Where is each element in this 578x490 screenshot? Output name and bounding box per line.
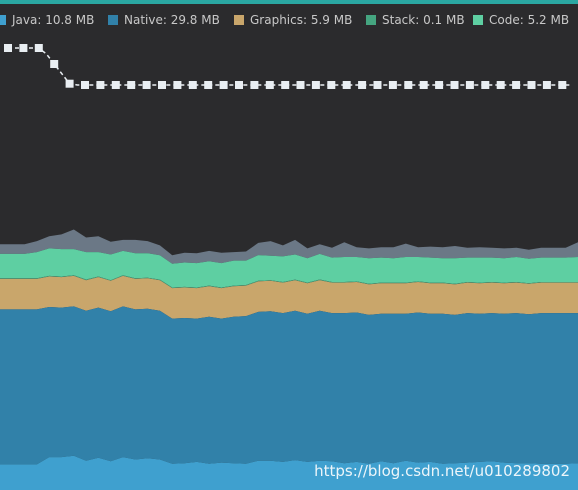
gc-event-marker[interactable] xyxy=(512,81,521,89)
gc-event-marker[interactable] xyxy=(481,81,490,89)
legend-java-swatch xyxy=(0,15,6,25)
gc-event-marker[interactable] xyxy=(219,81,228,89)
legend-java[interactable]: Java: 10.8 MB xyxy=(0,13,94,27)
gc-event-marker[interactable] xyxy=(496,81,505,89)
area-others xyxy=(0,229,578,264)
chart-legend: Java: 10.8 MB Native: 29.8 MB Graphics: … xyxy=(0,13,578,33)
legend-native[interactable]: Native: 29.8 MB xyxy=(108,13,220,27)
area-code xyxy=(0,248,578,288)
gc-event-marker[interactable] xyxy=(127,81,136,89)
legend-code-swatch xyxy=(473,15,483,25)
legend-code-label: Code: 5.2 MB xyxy=(489,13,570,27)
area-stack xyxy=(0,275,578,289)
gc-event-marker[interactable] xyxy=(558,81,567,89)
legend-native-label: Native: 29.8 MB xyxy=(124,13,220,27)
gc-event-marker[interactable] xyxy=(173,81,182,89)
gc-event-marker[interactable] xyxy=(111,81,120,89)
gc-event-marker[interactable] xyxy=(142,81,151,89)
gc-event-marker[interactable] xyxy=(235,81,243,89)
watermark-text: https://blog.csdn.net/u010289802 xyxy=(314,462,570,480)
legend-stack-swatch xyxy=(366,15,376,25)
legend-graphics-swatch xyxy=(234,15,244,25)
gc-event-marker[interactable] xyxy=(542,81,551,89)
legend-graphics-label: Graphics: 5.9 MB xyxy=(250,13,353,27)
gc-event-marker[interactable] xyxy=(311,81,320,89)
legend-java-label: Java: 10.8 MB xyxy=(12,13,95,27)
gc-event-marker[interactable] xyxy=(34,44,43,52)
gc-event-marker[interactable] xyxy=(50,60,59,68)
gc-event-marker[interactable] xyxy=(404,81,413,89)
gc-event-marker[interactable] xyxy=(19,44,28,52)
gc-event-marker[interactable] xyxy=(419,81,428,89)
gc-event-marker[interactable] xyxy=(358,81,367,89)
gc-event-marker[interactable] xyxy=(296,81,305,89)
gc-event-marker[interactable] xyxy=(281,81,290,89)
gc-event-marker[interactable] xyxy=(250,81,259,89)
gc-event-marker[interactable] xyxy=(450,81,459,89)
legend-native-swatch xyxy=(108,15,118,25)
gc-event-marker[interactable] xyxy=(65,79,74,88)
top-accent-bar xyxy=(0,0,578,4)
gc-event-marker[interactable] xyxy=(527,81,536,89)
area-java xyxy=(0,455,578,490)
gc-dashed-line xyxy=(8,47,570,86)
area-native xyxy=(0,306,578,465)
gc-event-marker[interactable] xyxy=(342,81,351,89)
gc-event-marker[interactable] xyxy=(81,81,89,89)
gc-event-marker[interactable] xyxy=(435,81,444,89)
gc-event-marker[interactable] xyxy=(388,81,397,89)
legend-code[interactable]: Code: 5.2 MB xyxy=(473,13,569,27)
legend-stack[interactable]: Stack: 0.1 MB xyxy=(366,13,465,27)
area-graphics xyxy=(0,275,578,319)
legend-stack-label: Stack: 0.1 MB xyxy=(382,13,465,27)
gc-event-marker[interactable] xyxy=(4,44,12,52)
gc-event-marker[interactable] xyxy=(158,81,166,89)
gc-event-marker[interactable] xyxy=(327,81,336,89)
gc-event-marker[interactable] xyxy=(265,81,274,89)
gc-event-marker[interactable] xyxy=(96,81,105,89)
gc-event-marker[interactable] xyxy=(373,81,382,89)
legend-graphics[interactable]: Graphics: 5.9 MB xyxy=(234,13,352,27)
gc-event-marker[interactable] xyxy=(465,81,474,89)
gc-event-marker[interactable] xyxy=(188,81,197,89)
gc-event-marker[interactable] xyxy=(204,81,213,89)
